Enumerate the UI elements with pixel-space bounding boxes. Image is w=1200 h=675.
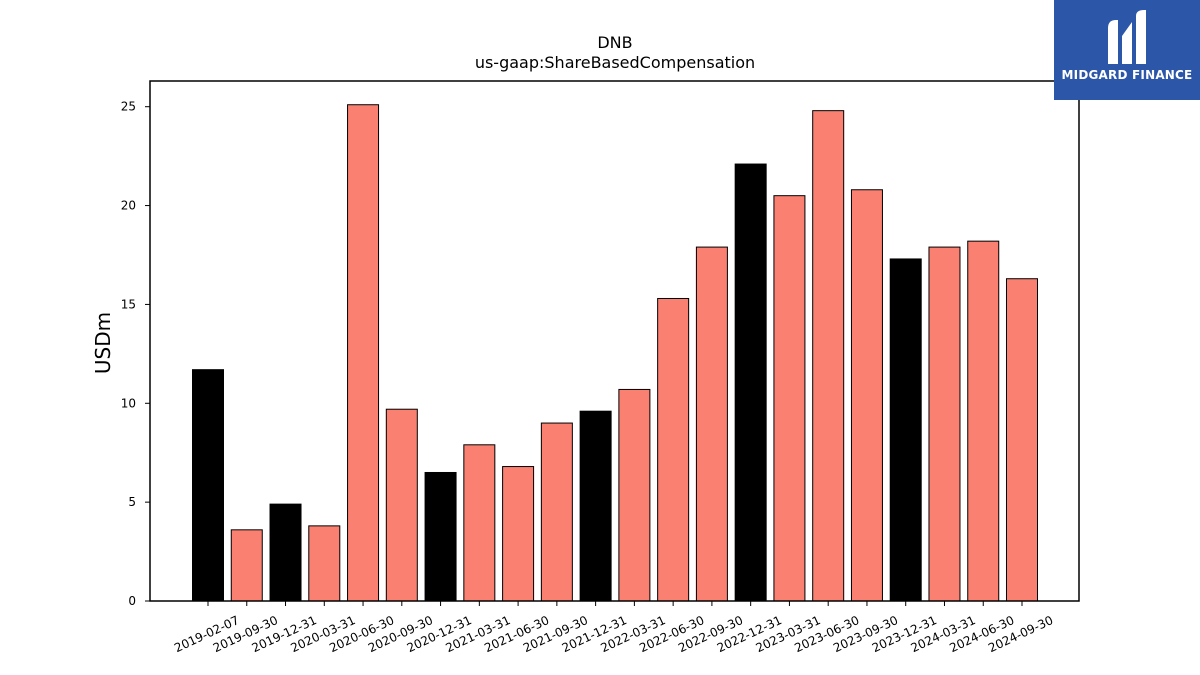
bar bbox=[579, 410, 612, 602]
plot-frame bbox=[149, 80, 1080, 602]
bar bbox=[967, 240, 1000, 602]
bar bbox=[424, 471, 457, 602]
bar bbox=[1006, 278, 1038, 602]
x-axis: 2019-02-072019-09-302019-12-312020-03-31… bbox=[172, 601, 1055, 655]
bar bbox=[657, 297, 690, 602]
bars-group bbox=[192, 104, 1038, 602]
y-axis: 0 5 10 15 20 25 bbox=[121, 100, 150, 608]
bar bbox=[192, 369, 224, 602]
bar bbox=[850, 189, 883, 602]
y-tick-label: 10 bbox=[121, 396, 136, 410]
bar bbox=[695, 246, 728, 602]
midgard-finance-logo: MIDGARD FINANCE bbox=[1054, 0, 1200, 100]
bar bbox=[734, 163, 767, 602]
chart-title: DNB bbox=[597, 33, 632, 52]
midgard-logo-icon bbox=[1108, 10, 1146, 64]
bar bbox=[928, 246, 961, 602]
bar bbox=[502, 466, 535, 602]
bar bbox=[812, 110, 845, 602]
bar bbox=[308, 525, 341, 602]
chart-subtitle: us-gaap:ShareBasedCompensation bbox=[475, 53, 755, 72]
bar bbox=[540, 422, 573, 602]
bar bbox=[385, 408, 418, 602]
bar bbox=[618, 388, 651, 602]
bar bbox=[463, 444, 496, 602]
logo-text: MIDGARD FINANCE bbox=[1061, 68, 1193, 82]
y-tick-label: 15 bbox=[121, 297, 136, 311]
y-tick-label: 5 bbox=[128, 495, 136, 509]
bar bbox=[773, 195, 806, 602]
y-tick-label: 0 bbox=[128, 594, 136, 608]
y-axis-label: USDm bbox=[91, 312, 115, 374]
bar bbox=[230, 529, 263, 602]
bar bbox=[347, 104, 380, 602]
y-tick-label: 20 bbox=[121, 199, 136, 213]
bar bbox=[269, 503, 302, 602]
y-tick-label: 25 bbox=[121, 100, 136, 114]
bar bbox=[889, 258, 922, 602]
